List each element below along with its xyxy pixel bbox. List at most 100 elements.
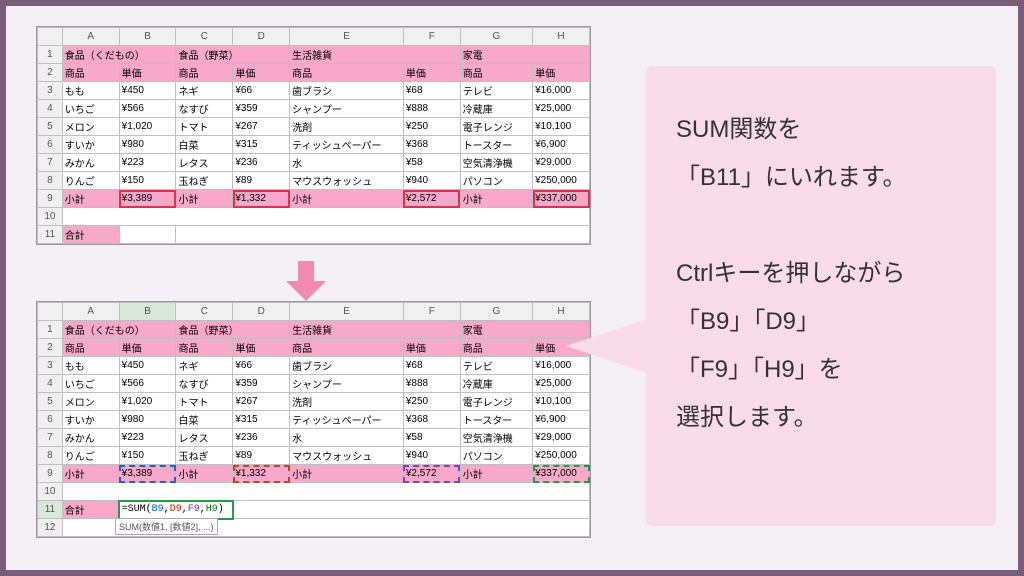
sub-header[interactable]: 商品 xyxy=(460,64,532,82)
data-cell[interactable]: 電子レンジ xyxy=(460,393,532,411)
col-header[interactable]: E xyxy=(290,28,404,46)
data-cell[interactable]: 洗剤 xyxy=(290,393,404,411)
col-header[interactable]: G xyxy=(460,303,532,321)
data-cell[interactable]: ¥450 xyxy=(119,82,176,100)
data-cell[interactable]: ¥250,000 xyxy=(533,172,590,190)
col-header[interactable]: A xyxy=(62,28,119,46)
data-cell[interactable]: ¥368 xyxy=(403,136,460,154)
category-header[interactable]: 食品（くだもの） xyxy=(62,46,176,64)
data-cell[interactable]: みかん xyxy=(62,429,119,447)
grand-total-label[interactable]: 合計 xyxy=(62,501,119,519)
empty-cells[interactable] xyxy=(233,501,590,519)
col-header[interactable]: C xyxy=(176,28,233,46)
data-cell[interactable]: シャンプー xyxy=(290,375,404,393)
category-header[interactable]: 食品（野菜） xyxy=(176,321,290,339)
data-cell[interactable]: ネギ xyxy=(176,82,233,100)
data-cell[interactable]: もも xyxy=(62,82,119,100)
col-header[interactable]: G xyxy=(460,28,532,46)
subtotal-b9[interactable]: ¥3,389 xyxy=(119,190,176,208)
sub-header[interactable]: 単価 xyxy=(533,64,590,82)
category-header[interactable]: 家電 xyxy=(460,46,589,64)
subtotal-label[interactable]: 小計 xyxy=(62,465,119,483)
data-cell[interactable]: 水 xyxy=(290,154,404,172)
data-cell[interactable]: パソコン xyxy=(460,172,532,190)
data-cell[interactable]: 冷蔵庫 xyxy=(460,375,532,393)
data-cell[interactable]: 冷蔵庫 xyxy=(460,100,532,118)
data-cell[interactable]: マウスウォッシュ xyxy=(290,447,404,465)
data-cell[interactable]: ¥6,900 xyxy=(533,411,590,429)
data-cell[interactable]: りんご xyxy=(62,447,119,465)
data-cell[interactable]: ¥940 xyxy=(403,172,460,190)
subtotal-d9-selected[interactable]: ¥1,332 xyxy=(233,465,290,483)
data-cell[interactable]: なすび xyxy=(176,100,233,118)
grand-total-cell[interactable] xyxy=(119,226,176,244)
data-cell[interactable]: ¥315 xyxy=(233,136,290,154)
subtotal-d9[interactable]: ¥1,332 xyxy=(233,190,290,208)
data-cell[interactable]: ¥267 xyxy=(233,118,290,136)
data-cell[interactable]: ¥940 xyxy=(403,447,460,465)
data-cell[interactable]: ¥267 xyxy=(233,393,290,411)
data-cell[interactable]: メロン xyxy=(62,393,119,411)
data-cell[interactable]: トースター xyxy=(460,136,532,154)
data-cell[interactable]: 白菜 xyxy=(176,411,233,429)
data-cell[interactable]: ¥450 xyxy=(119,357,176,375)
data-cell[interactable]: ¥29,000 xyxy=(533,154,590,172)
subtotal-label[interactable]: 小計 xyxy=(460,190,532,208)
data-cell[interactable]: 歯ブラシ xyxy=(290,357,404,375)
sub-header[interactable]: 単価 xyxy=(119,339,176,357)
sub-header[interactable]: 単価 xyxy=(233,339,290,357)
subtotal-f9-selected[interactable]: ¥2,572 xyxy=(403,465,460,483)
data-cell[interactable]: ¥29,000 xyxy=(533,429,590,447)
subtotal-label[interactable]: 小計 xyxy=(62,190,119,208)
empty-row[interactable] xyxy=(62,208,589,226)
subtotal-label[interactable]: 小計 xyxy=(290,465,404,483)
data-cell[interactable]: ¥58 xyxy=(403,429,460,447)
data-cell[interactable]: トマト xyxy=(176,393,233,411)
data-cell[interactable]: 電子レンジ xyxy=(460,118,532,136)
grand-total-label[interactable]: 合計 xyxy=(62,226,119,244)
data-cell[interactable]: ¥68 xyxy=(403,357,460,375)
data-cell[interactable]: 空気清浄機 xyxy=(460,154,532,172)
data-cell[interactable]: ¥250 xyxy=(403,118,460,136)
data-cell[interactable]: ¥236 xyxy=(233,429,290,447)
data-cell[interactable]: ¥888 xyxy=(403,375,460,393)
data-cell[interactable]: テレビ xyxy=(460,357,532,375)
data-cell[interactable]: ¥25,000 xyxy=(533,100,590,118)
subtotal-b9-selected[interactable]: ¥3,389 xyxy=(119,465,176,483)
data-cell[interactable]: ¥368 xyxy=(403,411,460,429)
data-cell[interactable]: すいか xyxy=(62,411,119,429)
col-header[interactable]: D xyxy=(233,28,290,46)
data-cell[interactable]: 玉ねぎ xyxy=(176,172,233,190)
data-cell[interactable]: なすび xyxy=(176,375,233,393)
data-cell[interactable]: ¥150 xyxy=(119,172,176,190)
sub-header[interactable]: 単価 xyxy=(233,64,290,82)
data-cell[interactable]: ¥1,020 xyxy=(119,118,176,136)
data-cell[interactable]: ¥359 xyxy=(233,100,290,118)
data-cell[interactable]: トマト xyxy=(176,118,233,136)
data-cell[interactable]: ¥25,000 xyxy=(533,375,590,393)
data-cell[interactable]: ¥980 xyxy=(119,136,176,154)
data-cell[interactable]: ¥6,900 xyxy=(533,136,590,154)
col-header[interactable]: F xyxy=(403,303,460,321)
category-header[interactable]: 食品（野菜） xyxy=(176,46,290,64)
data-cell[interactable]: テレビ xyxy=(460,82,532,100)
subtotal-h9-selected[interactable]: ¥337,000 xyxy=(533,465,590,483)
sub-header[interactable]: 商品 xyxy=(176,64,233,82)
data-cell[interactable]: 玉ねぎ xyxy=(176,447,233,465)
data-cell[interactable]: ¥66 xyxy=(233,357,290,375)
sub-header[interactable]: 単価 xyxy=(403,64,460,82)
subtotal-h9[interactable]: ¥337,000 xyxy=(533,190,590,208)
data-cell[interactable]: ¥89 xyxy=(233,447,290,465)
data-cell[interactable]: もも xyxy=(62,357,119,375)
sub-header[interactable]: 単価 xyxy=(403,339,460,357)
data-cell[interactable]: メロン xyxy=(62,118,119,136)
data-cell[interactable]: ティッシュペーパー xyxy=(290,136,404,154)
data-cell[interactable]: ¥250 xyxy=(403,393,460,411)
data-cell[interactable]: マウスウォッシュ xyxy=(290,172,404,190)
sub-header[interactable]: 商品 xyxy=(460,339,532,357)
sub-header[interactable]: 商品 xyxy=(62,339,119,357)
data-cell[interactable]: すいか xyxy=(62,136,119,154)
data-cell[interactable]: ¥89 xyxy=(233,172,290,190)
col-header[interactable]: F xyxy=(403,28,460,46)
sub-header[interactable]: 商品 xyxy=(290,64,404,82)
